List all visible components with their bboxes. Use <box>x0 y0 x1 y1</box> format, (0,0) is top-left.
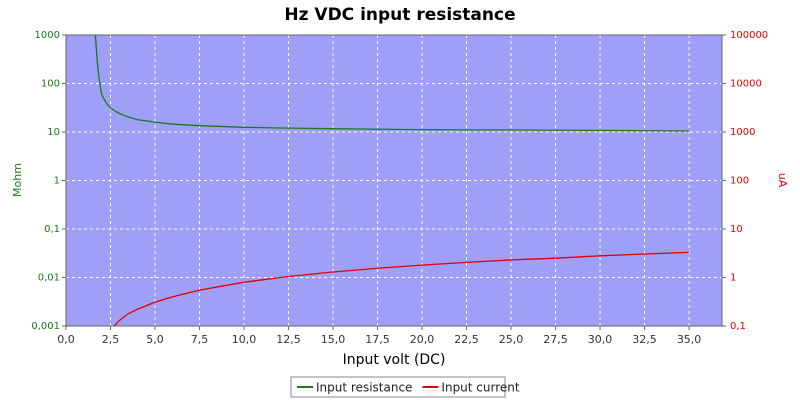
y-tick-label: 0,1 <box>44 224 60 235</box>
x-tick-label: 12,5 <box>276 333 301 346</box>
y-axis-label: Mohm <box>11 163 24 197</box>
y2-tick-label: 100000 <box>730 30 768 41</box>
y2-tick-label: 100 <box>730 176 749 187</box>
chart-title: Hz VDC input resistance <box>284 5 515 25</box>
x-tick-label: 20,0 <box>410 333 435 346</box>
x-tick-label: 15,0 <box>321 333 346 346</box>
y2-tick-label: 1 <box>730 273 736 284</box>
legend-label: Input resistance <box>316 381 412 395</box>
x-tick-label: 27,5 <box>543 333 568 346</box>
series-line <box>94 35 690 132</box>
series-line <box>113 251 690 326</box>
y2-tick-label: 1000 <box>730 127 755 138</box>
y-tick-label: 1 <box>54 176 60 187</box>
x-tick-label: 32,5 <box>632 333 657 346</box>
y2-tick-label: 0,1 <box>730 321 746 332</box>
x-tick-label: 25,0 <box>499 333 524 346</box>
x-tick-label: 2,5 <box>102 333 120 346</box>
y-tick-label: 100 <box>41 79 60 90</box>
legend-label: Input current <box>441 381 519 395</box>
x-tick-label: 0,0 <box>57 333 75 346</box>
y-tick-label: 0,01 <box>38 273 60 284</box>
x-axis-label: Input volt (DC) <box>343 352 446 368</box>
y2-tick-label: 10 <box>730 224 743 235</box>
x-tick-label: 22,5 <box>454 333 479 346</box>
x-tick-label: 7,5 <box>191 333 209 346</box>
y-tick-label: 0,001 <box>31 321 60 332</box>
y-tick-label: 1000 <box>35 30 60 41</box>
x-tick-label: 10,0 <box>232 333 257 346</box>
x-tick-label: 17,5 <box>365 333 390 346</box>
x-tick-label: 35,0 <box>677 333 702 346</box>
legend <box>290 376 506 398</box>
x-tick-label: 30,0 <box>588 333 613 346</box>
y2-tick-label: 10000 <box>730 79 762 90</box>
x-tick-label: 5,0 <box>146 333 164 346</box>
y-tick-label: 10 <box>47 127 60 138</box>
y2-axis-label: uA <box>776 173 789 188</box>
